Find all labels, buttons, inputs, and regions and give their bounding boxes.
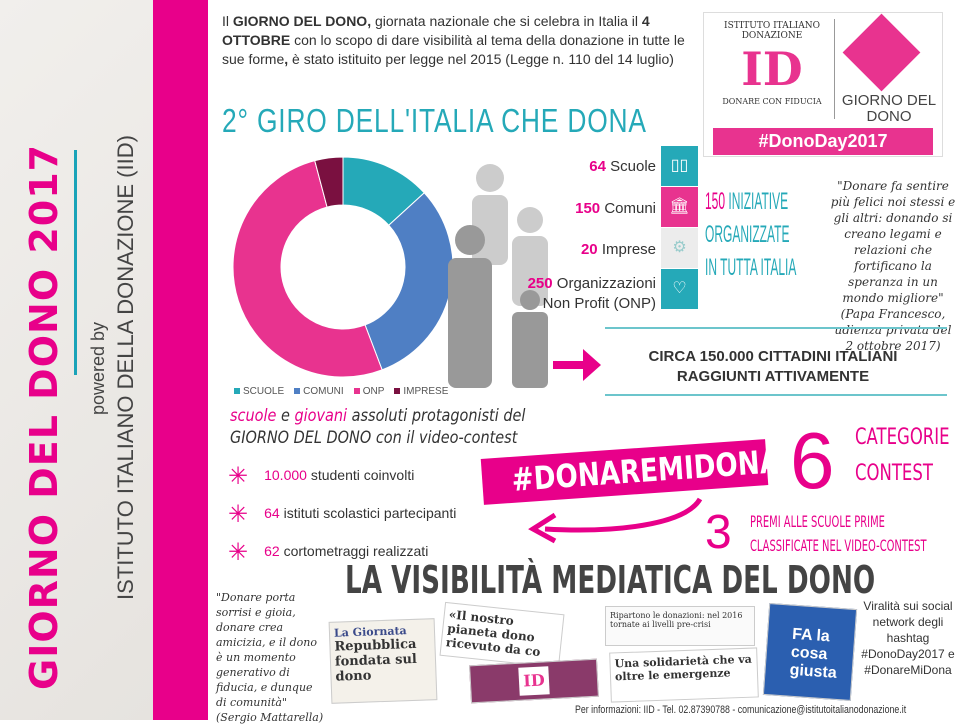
legend-swatch — [353, 388, 360, 394]
organization-name: ISTITUTO ITALIANO DELLA DONAZIONE (IID) — [113, 135, 138, 600]
quote-papa: "Donare fa sentire più felici noi stessi… — [830, 179, 956, 353]
intro-text: Il GIORNO DEL DONO, giornata nazionale c… — [222, 13, 685, 67]
media-title: LA VISIBILITÀ MEDIATICA DEL DONO — [345, 558, 876, 602]
asterisk-icon: ✳ — [228, 501, 249, 528]
stat-comuni: 150 Comuni — [575, 200, 656, 217]
section-title: 2° GIRO DELL'ITALIA CHE DONA — [222, 102, 647, 139]
curved-arrow-icon — [528, 497, 703, 544]
legend-label: IMPRESE — [403, 386, 449, 397]
book-icon: ▯▯ — [661, 146, 698, 186]
legend-item-comuni: COMUNI — [294, 386, 344, 397]
asterisk-icon: ✳ — [228, 463, 249, 490]
contest-hashtag-text: #DONAREMIDONA — [510, 442, 782, 499]
powered-by: powered by — [88, 321, 108, 415]
quote-mattarella: "Donare porta sorrisi e gioia, donare cr… — [216, 591, 324, 724]
arrow-right-icon — [553, 349, 601, 381]
donut-chart — [232, 156, 454, 378]
legend-label: ONP — [362, 386, 385, 397]
press-clip-pianeta: «Il nostro pianeta dono ricevuto da co — [439, 601, 565, 669]
legend-swatch — [294, 388, 301, 394]
categorie-number: 6 — [790, 416, 835, 505]
divider — [605, 327, 947, 329]
pink-band — [153, 0, 208, 720]
citizens-reached: CIRCA 150.000 CITTADINI ITALIANI RAGGIUNT… — [648, 348, 898, 385]
building-icon: 🏛 — [661, 187, 698, 227]
asterisk-icon: ✳ — [228, 539, 249, 566]
people-icon — [448, 164, 548, 388]
heart-icon: ♡ — [661, 269, 698, 309]
donut-slice-comuni — [364, 192, 454, 371]
bullet-istituti: ✳ 64 istituti scolastici partecipanti — [228, 501, 457, 528]
legend-label: COMUNI — [303, 386, 344, 397]
divider — [605, 394, 947, 396]
legend-swatch — [394, 388, 401, 394]
bullet-studenti: ✳ 10.000 studenti coinvolti — [228, 463, 415, 490]
sidebar-title: GIORNO DEL DONO 2017 — [22, 143, 66, 690]
tv-screenshot: ID — [469, 658, 599, 704]
press-clip-repubblica: La Giornata Repubblica fondata sul dono — [328, 618, 438, 704]
legend-item-scuole: SCUOLE — [234, 386, 284, 397]
premi-text: PREMI ALLE SCUOLE PRIME CLASSIFICATE NEL … — [750, 512, 927, 555]
stats-list: 64 Scuole 150 Comuni 20 Imprese 250 Orga… — [500, 150, 656, 320]
stat-scuole: 64 Scuole — [589, 158, 656, 175]
donut-slice-imprese — [314, 156, 344, 208]
sidebar-divider — [74, 150, 77, 375]
press-clip-solidarieta: Una solidarietà che va oltre le emergenz… — [609, 647, 759, 703]
press-clip-ripartono: Ripartono le donazioni: nel 2016 tornate… — [605, 606, 755, 646]
legend-item-imprese: IMPRESE — [394, 386, 448, 397]
viral-text: Viralità sui social network degli hashta… — [861, 599, 955, 677]
gears-icon: ⚙ — [661, 228, 698, 268]
legend-item-onp: ONP — [353, 386, 385, 397]
chart-legend: SCUOLE COMUNI ONP IMPRESE — [234, 386, 448, 397]
premi-number: 3 — [705, 506, 732, 559]
iniziative-text: 150 INIZIATIVE ORGANIZZATE IN TUTTA ITALIA — [705, 188, 797, 281]
legend-label: SCUOLE — [243, 386, 285, 397]
hashtag-banner: #DonoDay2017 — [713, 128, 933, 155]
stat-onp: 250 Organizzazioni Non Profit (ONP) — [527, 275, 656, 312]
footer-info: Per informazioni: IID - Tel. 02.87390788… — [575, 704, 907, 716]
logo: ISTITUTO ITALIANO DONAZIONE ID DONARE CO… — [703, 12, 943, 157]
bullet-cortometraggi: ✳ 62 cortometraggi realizzati — [228, 539, 429, 566]
legend-swatch — [234, 388, 240, 394]
stat-imprese: 20 Imprese — [580, 241, 656, 258]
contest-intro: scuole e giovani assoluti protagonisti d… — [230, 406, 526, 448]
donut-slice-onp — [232, 160, 383, 378]
categorie-text: CATEGORIE CONTEST — [855, 425, 950, 486]
tv-screenshot-fa-cosa-giusta: FA la cosa giusta — [762, 603, 858, 701]
